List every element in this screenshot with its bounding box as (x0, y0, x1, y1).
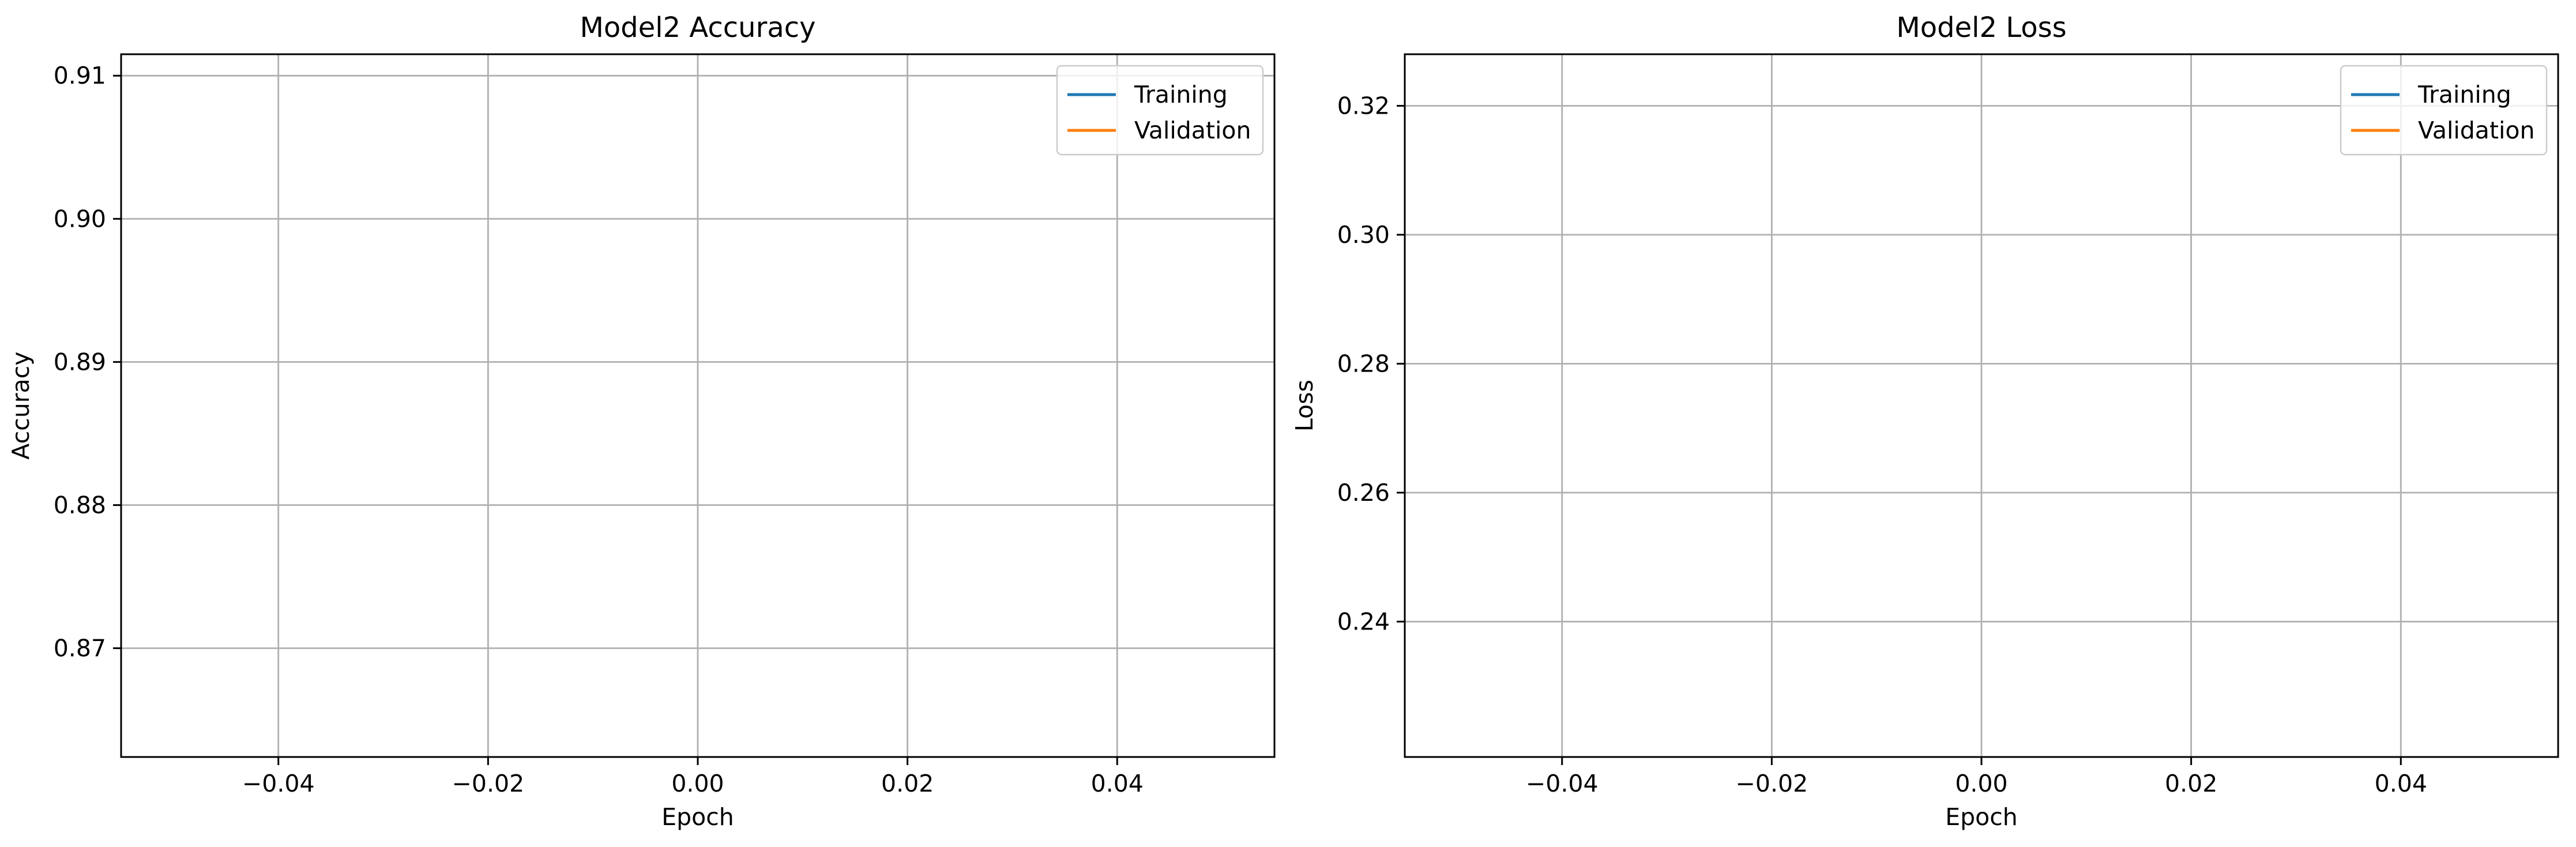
x-tick-label: 0.04 (1091, 770, 1144, 797)
x-tick-label: −0.02 (452, 770, 525, 797)
accuracy-chart-panel: −0.04 −0.02 0.00 0.02 0.04 0.87 0.88 0.89 0.90 0.… (7, 12, 1276, 831)
y-tick-label: 0.26 (1337, 479, 1390, 507)
x-axis-label: Epoch (661, 803, 734, 831)
y-tick-label: 0.88 (54, 491, 106, 519)
x-tick-label: −0.02 (1736, 770, 1808, 797)
x-tick-label: −0.04 (242, 770, 315, 797)
y-tick-label: 0.89 (54, 348, 106, 376)
legend: Training Validation (1056, 65, 1264, 156)
x-axis-label: Epoch (1945, 803, 2018, 831)
y-tick-label: 0.24 (1337, 608, 1390, 635)
y-axis-label: Loss (1291, 380, 1318, 432)
y-tick-label: 0.90 (54, 205, 106, 233)
chart-title: Model2 Loss (1896, 12, 2066, 44)
x-tick-label: 0.02 (2165, 770, 2217, 797)
x-tick-label: 0.04 (2375, 770, 2427, 797)
y-tick-label: 0.91 (54, 62, 106, 89)
x-tick-label: −0.04 (1526, 770, 1599, 797)
x-tick-label: 0.00 (1955, 770, 2007, 797)
y-axis-label: Accuracy (7, 351, 35, 459)
y-tick-label: 0.28 (1337, 350, 1390, 377)
legend-label-validation: Validation (2418, 117, 2534, 144)
x-tick-label: 0.02 (881, 770, 934, 797)
y-tick-label: 0.87 (54, 634, 106, 662)
y-tick-label: 0.32 (1337, 92, 1390, 119)
y-tick-label: 0.30 (1337, 221, 1390, 249)
legend: Training Validation (2340, 65, 2548, 156)
legend-label-validation: Validation (1134, 117, 1251, 144)
legend-label-training: Training (2417, 81, 2511, 108)
legend-box (1056, 65, 1264, 156)
loss-chart-panel: −0.04 −0.02 0.00 0.02 0.04 0.24 0.26 0.28 0.30 0.… (1291, 12, 2559, 831)
legend-label-training: Training (1134, 81, 1228, 108)
legend-box (2340, 65, 2548, 156)
chart-title: Model2 Accuracy (580, 12, 815, 44)
x-tick-label: 0.00 (671, 770, 724, 797)
